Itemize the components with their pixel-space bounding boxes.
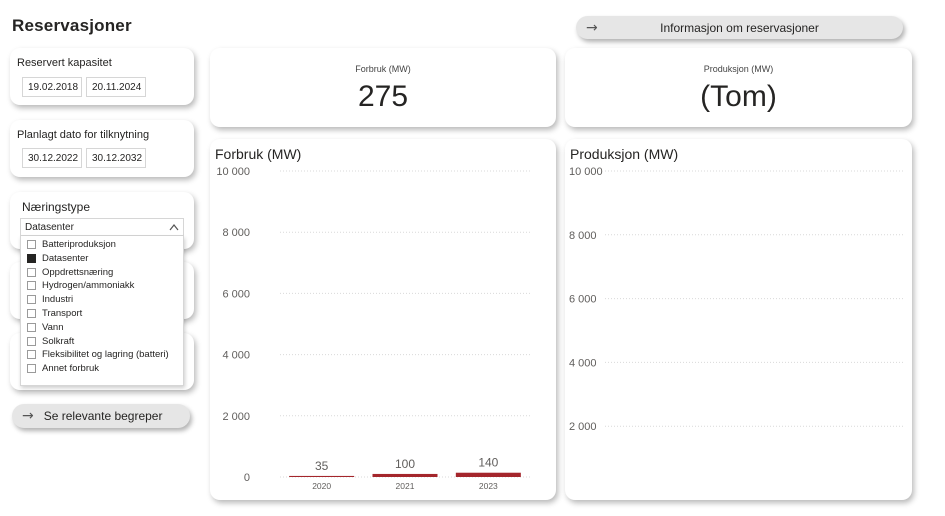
data-label: 35 xyxy=(315,459,329,473)
checkbox-icon[interactable] xyxy=(27,267,36,277)
y-tick-label: 10 000 xyxy=(569,166,603,178)
industry-option[interactable]: Batteriproduksjon xyxy=(27,238,116,251)
industry-option[interactable]: Datasenter xyxy=(27,252,88,265)
y-tick-label: 2 000 xyxy=(569,421,597,433)
industry-option[interactable]: Vann xyxy=(27,321,63,334)
page-title: Reservasjoner xyxy=(12,16,132,35)
info-button-label: Informasjon om reservasjoner xyxy=(660,20,819,35)
industry-option-label: Datasenter xyxy=(42,252,89,264)
checkbox-icon[interactable] xyxy=(27,364,36,374)
checkbox-icon[interactable] xyxy=(27,350,36,360)
reserved-capacity-from[interactable]: 19.02.2018 xyxy=(22,77,82,97)
industry-option-label: Transport xyxy=(42,308,83,319)
industry-dropdown-value: Datasenter xyxy=(25,222,74,233)
consumption-kpi-value: 275 xyxy=(357,80,409,113)
production-chart-card: Produksjon (MW) 2 000 4 000 6 000 8 000 10 0… xyxy=(565,139,912,500)
industry-option-label: Oppdrettsnæring xyxy=(42,266,114,278)
consumption-kpi-card: Forbruk (MW) 275 xyxy=(210,48,556,127)
checkbox-icon[interactable] xyxy=(27,240,36,249)
arrow-right-icon: → xyxy=(586,19,598,36)
bar[interactable] xyxy=(372,473,438,477)
production-kpi-label: Produksjon (MW) xyxy=(703,64,774,74)
industry-option-label: Solkraft xyxy=(42,335,75,347)
planned-connection-from[interactable]: 30.12.2022 xyxy=(22,148,82,168)
data-label: 100 xyxy=(395,457,415,471)
bar[interactable] xyxy=(289,475,355,477)
industry-dropdown[interactable]: Datasenter xyxy=(20,218,184,236)
y-tick-label: 8 000 xyxy=(222,227,250,239)
industry-option-label: Vann xyxy=(42,321,64,333)
checkbox-icon[interactable] xyxy=(27,281,36,291)
industry-option-label: Batteriproduksjon xyxy=(42,239,116,250)
terms-button[interactable]: → Se relevante begreper xyxy=(12,404,190,428)
industry-option[interactable]: Solkraft xyxy=(27,335,74,348)
y-tick-label: 4 000 xyxy=(569,357,597,369)
industry-label: Næringstype xyxy=(22,200,91,214)
consumption-chart-card: Forbruk (MW) 0 2 000 4 000 6 000 8 000 10 000… xyxy=(210,139,556,500)
y-tick-label: 2 000 xyxy=(222,411,250,423)
chevron-up-icon xyxy=(169,224,179,231)
y-tick-label: 0 xyxy=(244,472,250,484)
checkbox-icon[interactable] xyxy=(27,309,36,318)
checkbox-checked-icon[interactable] xyxy=(27,253,36,263)
info-button[interactable]: → Informasjon om reservasjoner xyxy=(576,16,903,39)
production-chart-title: Produksjon (MW) xyxy=(570,146,679,162)
terms-button-label: Se relevante begreper xyxy=(43,409,163,423)
industry-option[interactable]: Oppdrettsnæring xyxy=(27,266,113,279)
consumption-chart-title: Forbruk (MW) xyxy=(215,146,302,162)
x-tick-label: 2021 xyxy=(396,481,415,491)
industry-option-label: Hydrogen/ammoniakk xyxy=(42,280,135,292)
arrow-right-icon: → xyxy=(22,408,34,424)
consumption-kpi-label: Forbruk (MW) xyxy=(355,64,411,74)
industry-option-label: Fleksibilitet og lagring (batteri) xyxy=(42,349,169,361)
x-tick-label: 2020 xyxy=(312,481,331,491)
production-kpi-card: Produksjon (MW) (Tom) xyxy=(565,48,912,127)
planned-connection-label: Planlagt dato for tilknytning xyxy=(17,129,150,141)
industry-option-list: Batteriproduksjon Datasenter Oppdrettsnæri… xyxy=(20,236,184,386)
consumption-chart: 0 2 000 4 000 6 000 8 000 10 000 35 2020 100 2021… xyxy=(216,166,530,491)
industry-option-label: Industri xyxy=(42,294,74,306)
data-label: 140 xyxy=(478,456,498,470)
production-kpi-value: (Tom) xyxy=(700,80,777,113)
y-tick-label: 6 000 xyxy=(222,288,250,300)
y-tick-label: 4 000 xyxy=(222,350,250,362)
bar[interactable] xyxy=(455,472,521,477)
industry-option[interactable]: Transport xyxy=(27,307,82,320)
industry-option[interactable]: Industri xyxy=(27,293,73,306)
reserved-capacity-label: Reservert kapasitet xyxy=(17,57,112,69)
checkbox-icon[interactable] xyxy=(27,295,36,305)
production-chart: 2 000 4 000 6 000 8 000 10 000 xyxy=(569,166,905,433)
checkbox-icon[interactable] xyxy=(27,336,36,346)
checkbox-icon[interactable] xyxy=(27,322,36,332)
industry-option[interactable]: Hydrogen/ammoniakk xyxy=(27,279,134,292)
planned-connection-to[interactable]: 30.12.2032 xyxy=(86,148,146,168)
industry-option-label: Annet forbruk xyxy=(42,363,100,375)
y-tick-label: 10 000 xyxy=(216,166,250,178)
y-tick-label: 8 000 xyxy=(569,230,597,242)
x-tick-label: 2023 xyxy=(479,481,498,491)
y-tick-label: 6 000 xyxy=(569,294,597,306)
reserved-capacity-to[interactable]: 20.11.2024 xyxy=(86,77,146,97)
industry-option[interactable]: Fleksibilitet og lagring (batteri) xyxy=(27,348,169,361)
planned-connection-slicer: Planlagt dato for tilknytning 30.12.2022… xyxy=(10,120,194,177)
reserved-capacity-slicer: Reservert kapasitet 19.02.2018 20.11.202… xyxy=(10,48,194,105)
industry-option[interactable]: Annet forbruk xyxy=(27,362,99,375)
